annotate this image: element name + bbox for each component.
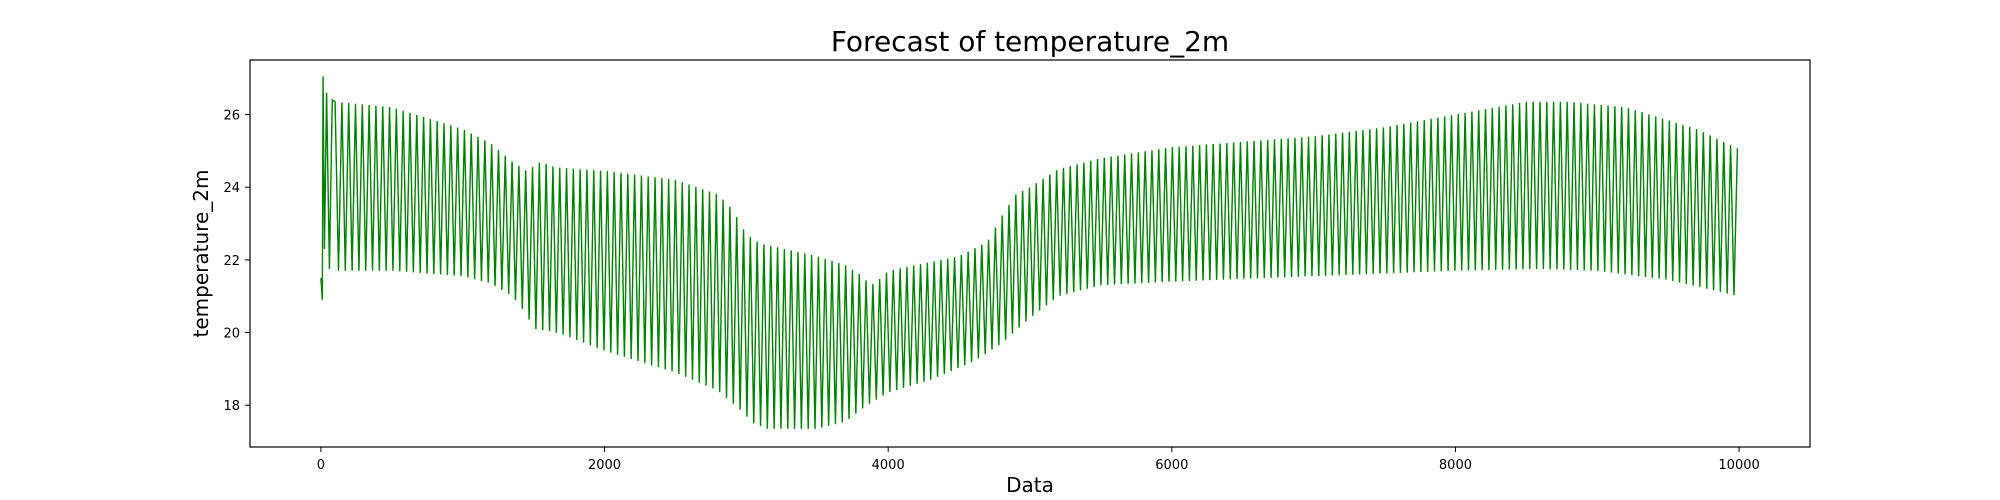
x-tick-label: 8000 <box>1439 458 1472 473</box>
y-tick-label: 22 <box>223 254 240 269</box>
x-tick-label: 10000 <box>1718 458 1759 473</box>
y-tick-label: 26 <box>223 109 240 124</box>
x-tick-label: 0 <box>317 458 325 473</box>
y-axis-label: temperature_2m <box>189 170 213 338</box>
y-tick-label: 18 <box>223 399 240 414</box>
x-tick-label: 4000 <box>872 458 905 473</box>
x-axis-label: Data <box>1006 473 1054 497</box>
x-tick-label: 6000 <box>1155 458 1188 473</box>
y-axis: 18 20 22 24 26 <box>223 109 250 414</box>
series-line-layer <box>320 76 1739 429</box>
x-tick-label: 2000 <box>588 458 621 473</box>
y-tick-label: 20 <box>223 327 240 342</box>
plot-area-frame <box>249 59 1811 448</box>
x-axis: 0 2000 4000 6000 8000 10000 <box>317 447 1760 473</box>
chart-title: Forecast of temperature_2m <box>831 25 1229 58</box>
temperature-series-line <box>320 76 1739 429</box>
y-tick-label: 24 <box>223 181 240 196</box>
